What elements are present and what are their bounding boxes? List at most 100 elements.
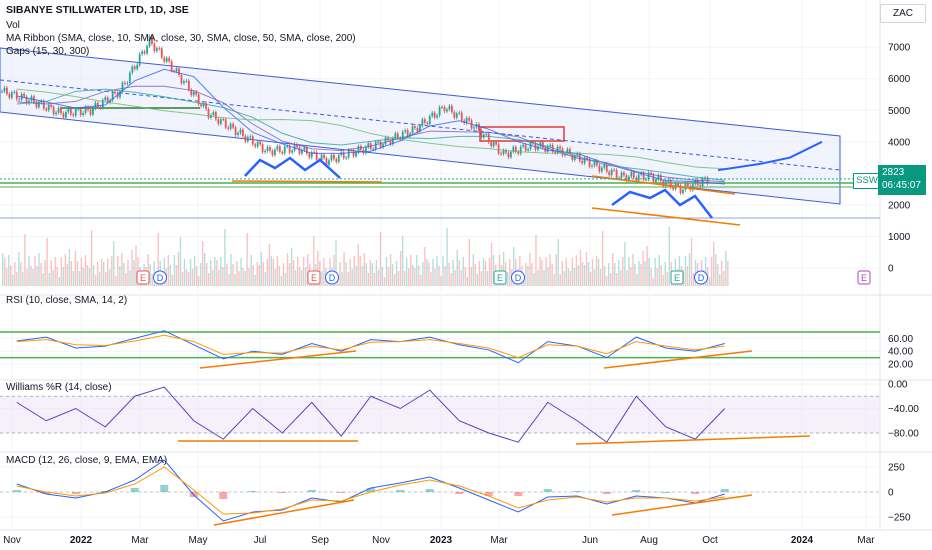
volume-bar (72, 271, 75, 286)
volume-bar (648, 258, 650, 286)
candle-body (605, 164, 608, 172)
candle-body (441, 107, 443, 109)
volume-bar (167, 255, 170, 286)
volume-bar (60, 257, 62, 286)
volume-bar (74, 251, 77, 286)
volume-bar (723, 271, 725, 286)
volume-bar (20, 262, 22, 286)
candle-body (273, 149, 276, 156)
volume-bar (236, 261, 238, 286)
candle-body (664, 181, 667, 187)
volume-bar (375, 260, 378, 286)
candle-body (414, 126, 416, 128)
candle-body (401, 131, 404, 140)
volume-bar (248, 268, 250, 286)
volume-bar (650, 268, 652, 286)
candle-body (642, 172, 645, 180)
volume-bar (381, 267, 384, 286)
volume-bar (470, 267, 473, 286)
volume-bar (632, 254, 634, 286)
candle-body (522, 144, 525, 147)
trendline (591, 207, 741, 226)
macd-histogram-bar (42, 492, 51, 494)
macd-y-tick-label: 0 (888, 488, 894, 499)
volume-bar (662, 275, 664, 286)
volume-bar (50, 260, 52, 286)
marker-shape (325, 270, 339, 285)
candle-body (35, 102, 38, 108)
volume-bar (545, 257, 547, 286)
candle-body (178, 68, 180, 76)
candle-body (453, 112, 456, 118)
candle-body (138, 54, 141, 65)
candle-body (512, 146, 515, 152)
volume-bar (652, 278, 654, 286)
volume-bar (543, 270, 545, 286)
volume-bar (16, 272, 18, 286)
volume-bar (371, 263, 374, 286)
candle-body (224, 119, 227, 128)
volume-bar (690, 238, 693, 286)
volume-bar (563, 271, 565, 286)
volume-bar (709, 277, 711, 286)
volume-bar (537, 270, 539, 286)
macd-histogram-bar (307, 490, 316, 492)
rsi-y-tick-label: 40.00 (888, 347, 913, 358)
volume-bar (642, 251, 644, 286)
marker-shape (307, 270, 321, 285)
candle-body (315, 152, 318, 160)
candle-body (613, 169, 616, 171)
volume-bar (282, 263, 285, 286)
volume-bar (452, 260, 454, 286)
volume-bar (2, 253, 4, 286)
candle-body (487, 133, 490, 143)
volume-bar (399, 251, 402, 286)
volume-bar (345, 262, 347, 286)
candle-body (480, 130, 483, 138)
candle-body (426, 122, 429, 125)
volume-bar (395, 261, 398, 286)
macd-trendline (611, 494, 753, 516)
volume-bar (389, 254, 392, 286)
candle-body (308, 153, 311, 158)
candle-body (672, 187, 675, 190)
volume-bar (379, 232, 382, 286)
currency-selector[interactable]: ZAC (880, 4, 926, 23)
volume-bar (256, 262, 258, 286)
volume-bar (266, 259, 269, 286)
volume-bar (119, 266, 121, 286)
macd-trendline (213, 499, 355, 526)
volume-bar (121, 253, 123, 286)
volume-bar (460, 270, 462, 286)
volume-bar (268, 244, 271, 286)
candle-body (372, 148, 375, 150)
candle-body (266, 146, 269, 152)
volume-bar (721, 261, 723, 286)
candle-body (57, 107, 60, 113)
marker-label: E (497, 273, 503, 283)
candle-body (384, 137, 387, 145)
candle-body (251, 136, 254, 145)
volume-bar (76, 261, 79, 286)
trendline (231, 180, 383, 183)
volume-bar (80, 258, 83, 286)
candle-body (261, 144, 264, 153)
candle-body (608, 171, 611, 176)
volume-bar (4, 258, 6, 286)
candle-body (291, 150, 293, 153)
candle-body (84, 106, 87, 113)
candle-body (18, 99, 21, 101)
volume-bar (115, 276, 117, 286)
gap-box (479, 126, 565, 142)
volume-bar (36, 266, 38, 286)
x-tick-label: Nov (3, 535, 21, 546)
macd-histogram-bar (219, 492, 228, 499)
volume-bar (66, 264, 69, 286)
volume-bar (725, 251, 727, 286)
candle-body (10, 92, 13, 98)
candle-body (133, 66, 136, 69)
candle-body (69, 108, 72, 115)
volume-bar (438, 266, 440, 286)
candle-body (364, 146, 367, 154)
